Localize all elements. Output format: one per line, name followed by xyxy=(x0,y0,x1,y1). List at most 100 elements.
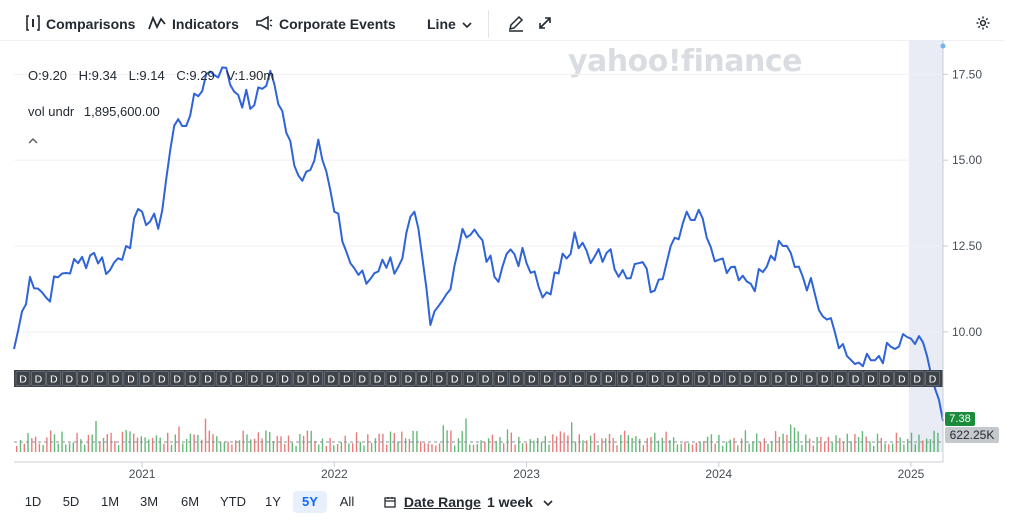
dividend-marker[interactable]: D xyxy=(15,371,31,386)
dividend-marker-label: D xyxy=(698,374,706,386)
dividend-marker[interactable]: D xyxy=(694,371,709,386)
dividend-marker[interactable]: D xyxy=(632,371,647,386)
dividend-marker[interactable]: D xyxy=(647,371,663,386)
dividend-marker[interactable]: D xyxy=(832,371,848,386)
volume-bar xyxy=(250,439,252,452)
volume-bar xyxy=(612,438,614,452)
range-6m-button[interactable]: 6M xyxy=(180,494,200,509)
dividend-marker[interactable]: D xyxy=(740,371,755,386)
volume-bar xyxy=(19,440,22,452)
dividend-marker[interactable]: D xyxy=(46,371,61,386)
dividend-marker[interactable]: D xyxy=(709,371,724,386)
comparisons-button[interactable]: Comparisons xyxy=(26,13,135,35)
price-line[interactable] xyxy=(13,66,944,422)
dividend-marker-label: D xyxy=(883,374,891,386)
fullscreen-button[interactable] xyxy=(538,13,552,35)
dividend-marker[interactable]: D xyxy=(92,371,108,386)
dividend-marker[interactable]: D xyxy=(139,371,154,386)
dividend-marker[interactable]: D xyxy=(401,371,416,386)
dividend-marker[interactable]: D xyxy=(524,371,539,386)
dividend-marker[interactable]: D xyxy=(555,371,570,386)
volume-bar xyxy=(631,438,633,452)
collapse-button[interactable] xyxy=(28,134,38,148)
volume-bar xyxy=(593,433,596,452)
dividend-marker[interactable]: D xyxy=(169,371,185,386)
dividend-marker[interactable]: D xyxy=(724,371,740,386)
dividend-marker[interactable]: D xyxy=(493,371,509,386)
dividend-marker[interactable]: D xyxy=(247,371,262,386)
last-volume-tag: 622.25K xyxy=(945,427,999,443)
dividend-marker[interactable]: D xyxy=(786,371,801,386)
dividend-marker[interactable]: D xyxy=(354,371,370,386)
dividend-marker[interactable]: D xyxy=(185,371,200,386)
dividend-marker[interactable]: D xyxy=(678,371,694,386)
range-5d-button[interactable]: 5D xyxy=(62,494,80,509)
range-1d-button[interactable]: 1D xyxy=(24,494,42,509)
date-range-button[interactable]: Date Range xyxy=(384,491,481,513)
dividend-marker[interactable]: D xyxy=(586,371,601,386)
range-all-button[interactable]: All xyxy=(339,494,355,509)
dividend-marker[interactable]: D xyxy=(925,371,940,386)
dividend-marker[interactable]: D xyxy=(200,371,216,386)
dividend-marker[interactable]: D xyxy=(663,371,678,386)
volume-bar xyxy=(484,441,486,452)
dividend-marker[interactable]: D xyxy=(802,371,817,386)
range-5y-button[interactable]: 5Y xyxy=(293,491,327,513)
volume-bar xyxy=(529,439,531,452)
dividend-marker[interactable]: D xyxy=(817,371,832,386)
dividend-marker[interactable]: D xyxy=(385,371,401,386)
dividend-marker[interactable]: D xyxy=(894,371,909,386)
range-1y-button[interactable]: 1Y xyxy=(265,494,281,509)
dividend-marker[interactable]: D xyxy=(293,371,308,386)
volume-bar xyxy=(759,441,762,452)
dividend-marker[interactable]: D xyxy=(339,371,354,386)
dividend-marker[interactable]: D xyxy=(539,371,555,386)
chart-type-select[interactable]: Line xyxy=(427,13,472,35)
volume-bar xyxy=(869,441,871,452)
draw-button[interactable] xyxy=(507,13,525,35)
dividend-marker[interactable]: D xyxy=(755,371,771,386)
dividend-marker[interactable]: D xyxy=(478,371,493,386)
volume-bar xyxy=(374,438,377,452)
dividend-marker[interactable]: D xyxy=(509,371,524,386)
range-ytd-button[interactable]: YTD xyxy=(220,494,246,509)
dividend-marker[interactable]: D xyxy=(216,371,231,386)
dividend-marker[interactable]: D xyxy=(62,371,77,386)
dividend-marker[interactable]: D xyxy=(231,371,246,386)
dividend-marker[interactable]: D xyxy=(123,371,139,386)
dividend-marker[interactable]: D xyxy=(570,371,586,386)
indicators-button[interactable]: Indicators xyxy=(148,13,239,35)
dividend-marker[interactable]: D xyxy=(447,371,462,386)
dividend-marker[interactable]: D xyxy=(416,371,431,386)
dividend-marker[interactable]: D xyxy=(848,371,863,386)
volume-bar xyxy=(718,434,720,452)
settings-button[interactable] xyxy=(975,13,991,35)
dividend-marker[interactable]: D xyxy=(462,371,478,386)
dividend-marker[interactable]: D xyxy=(601,371,616,386)
comparisons-icon xyxy=(26,14,40,34)
dividend-marker[interactable]: D xyxy=(771,371,786,386)
dividend-marker[interactable]: D xyxy=(108,371,123,386)
volume-bar xyxy=(665,431,667,452)
corporate-events-button[interactable]: Corporate Events xyxy=(255,13,396,35)
dividend-marker[interactable]: D xyxy=(863,371,879,386)
dividend-marker[interactable]: D xyxy=(277,371,293,386)
range-3m-button[interactable]: 3M xyxy=(139,494,159,509)
dividend-marker[interactable]: D xyxy=(154,371,169,386)
dividend-marker[interactable]: D xyxy=(262,371,277,386)
volume-bar xyxy=(929,439,932,452)
dividend-marker[interactable]: D xyxy=(324,371,339,386)
dividend-marker[interactable]: D xyxy=(77,371,92,386)
dividend-marker[interactable]: D xyxy=(370,371,385,386)
dividend-marker[interactable]: D xyxy=(432,371,447,386)
volume-bar xyxy=(431,444,433,452)
dividend-marker[interactable]: D xyxy=(879,371,894,386)
dividend-marker[interactable]: D xyxy=(617,371,632,386)
interval-select[interactable]: 1 week xyxy=(487,491,553,513)
dividend-marker[interactable]: D xyxy=(31,371,46,386)
dividend-marker[interactable]: D xyxy=(909,371,925,386)
dividend-marker[interactable]: D xyxy=(308,371,324,386)
range-1m-button[interactable]: 1M xyxy=(100,494,120,509)
volume-bar xyxy=(503,443,505,452)
